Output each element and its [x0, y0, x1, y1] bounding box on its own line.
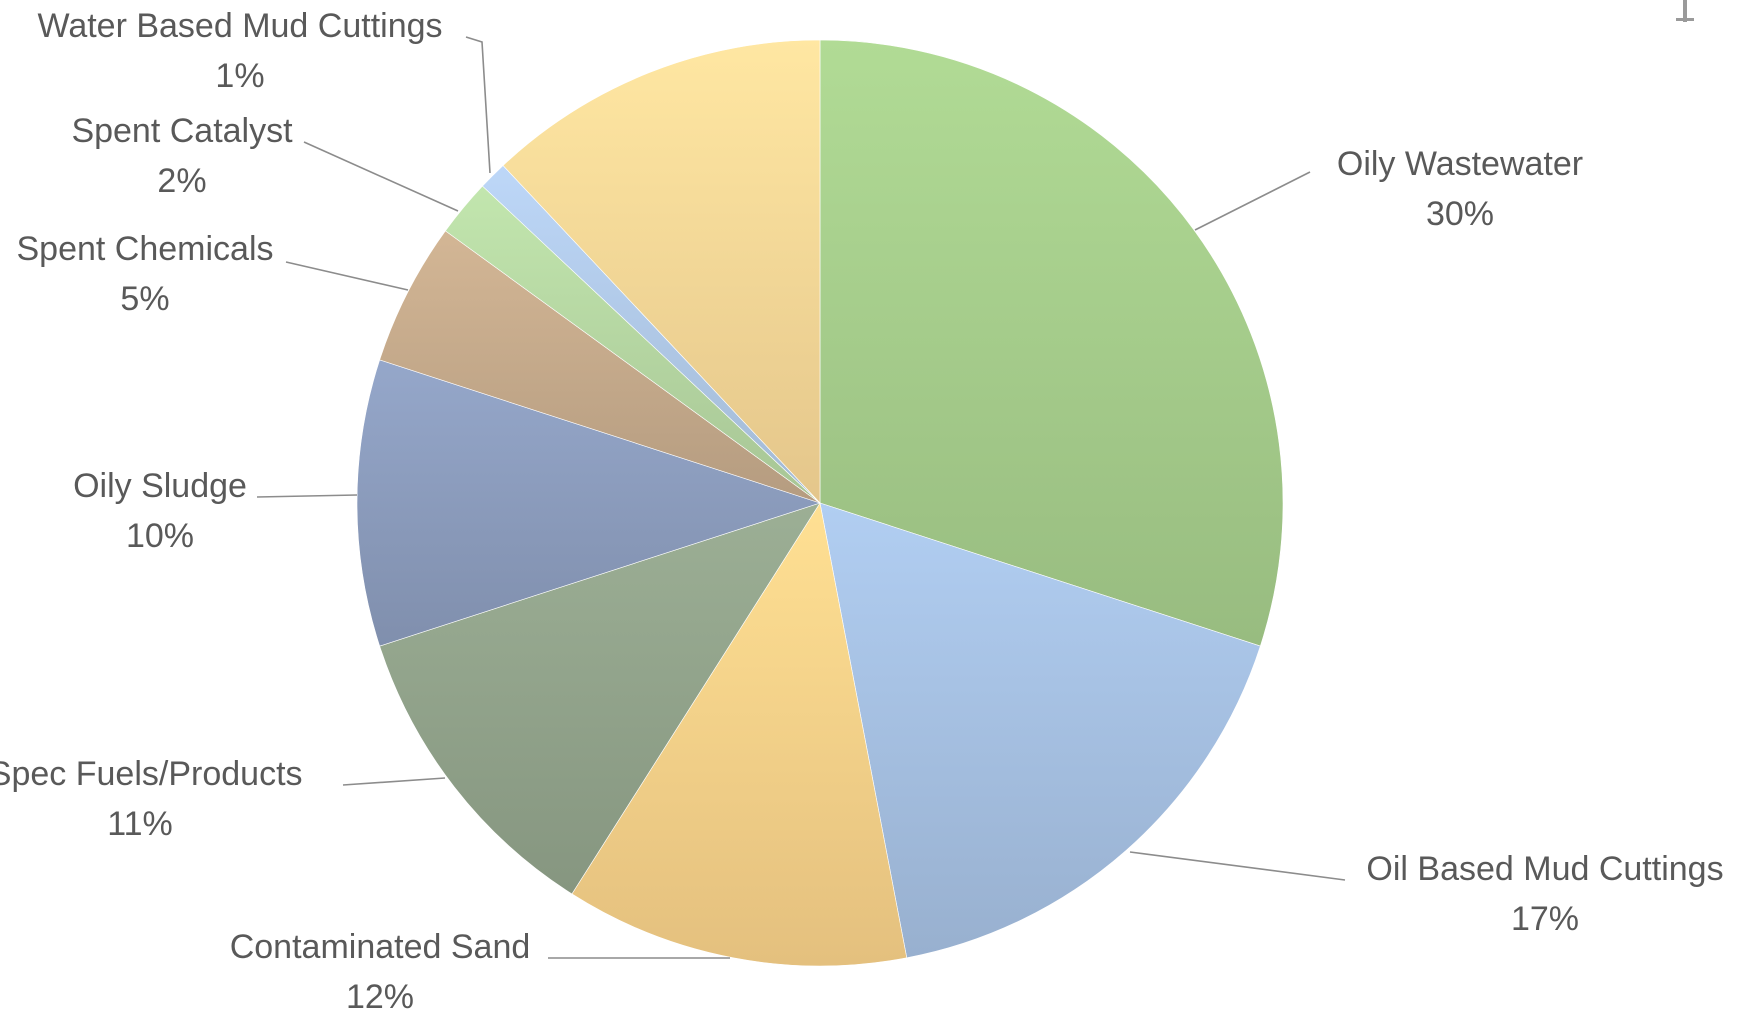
data-label-percent: 11% [107, 805, 173, 843]
pie-slice-spec-fuels-products [379, 502, 821, 895]
data-labels: Oily Wastewater 30% Oil Based Mud Cuttings… [0, 7, 1724, 1016]
data-label-category: Oil Based Mud Cuttings [1366, 850, 1723, 888]
data-label-category: Spent Catalyst [71, 112, 293, 150]
pie-slice-oily-wastewater [819, 39, 1284, 647]
data-label-percent: 10% [126, 517, 194, 555]
data-label-percent: 17% [1511, 900, 1579, 938]
data-label-percent: 5% [120, 280, 169, 318]
data-label-category: Oily Sludge [73, 467, 247, 505]
leader-line [1129, 851, 1346, 881]
pie-slice-spent-chemicals [379, 230, 821, 504]
leader-line [303, 141, 459, 212]
data-label-category: Contaminated Sand [230, 928, 531, 966]
data-label-percent: 2% [157, 162, 206, 200]
leader-line [1194, 171, 1311, 231]
leader-line [342, 777, 446, 786]
leader-line [256, 494, 358, 498]
edge-artifact [1683, 0, 1687, 22]
data-label-category: -Spec Fuels/Products [0, 755, 303, 793]
data-label-category: Spent Chemicals [16, 230, 273, 268]
data-label-category: Water Based Mud Cuttings [37, 7, 442, 45]
data-label-category: Oily Wastewater [1337, 145, 1583, 183]
edge-artifact-base [1676, 18, 1694, 21]
leader-line [285, 261, 409, 291]
data-label-percent: 12% [346, 978, 414, 1016]
data-label-percent: 30% [1426, 195, 1494, 233]
pie-slice-oily-sludge [356, 359, 821, 647]
pie-slice-contaminated-sand [571, 502, 908, 967]
leader-lines [256, 36, 1346, 959]
pie-slices [356, 39, 1284, 967]
pie-slice-unlabeled [502, 39, 821, 504]
pie-slice-oil-based-mud-cuttings [819, 502, 1261, 959]
data-label-percent: 1% [215, 57, 264, 95]
leader-line [465, 36, 491, 174]
